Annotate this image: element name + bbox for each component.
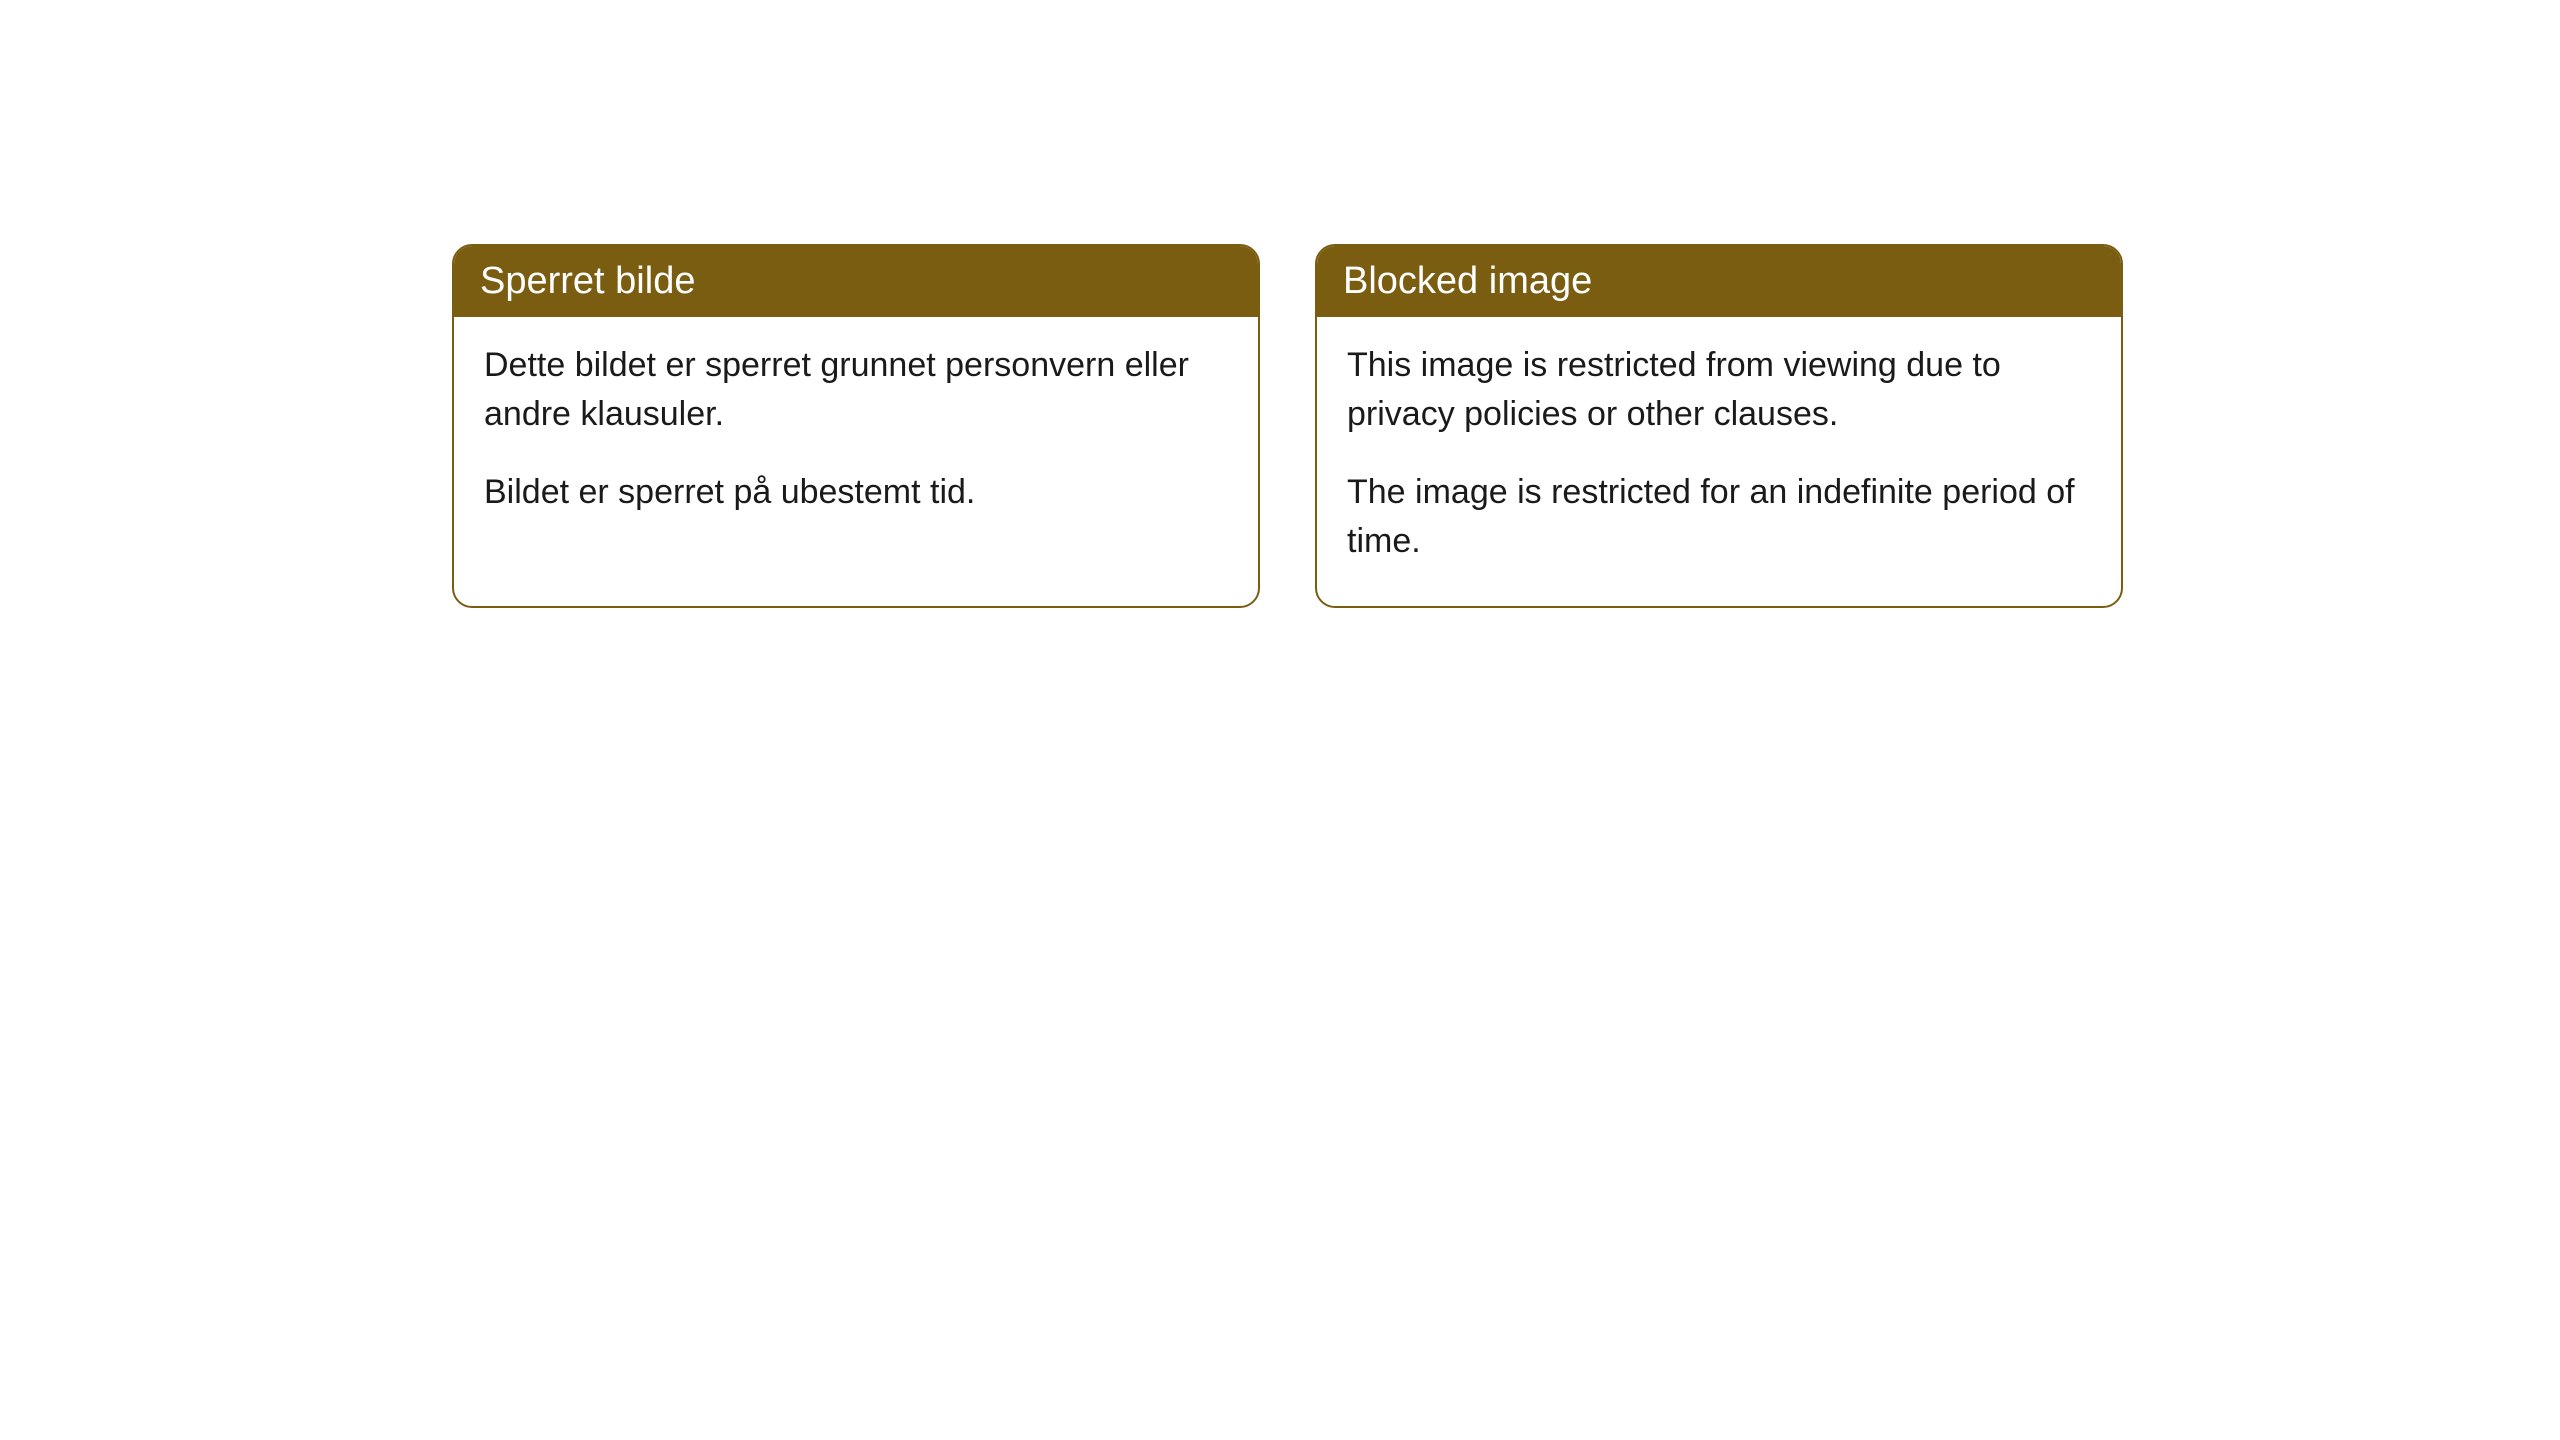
- card-title: Blocked image: [1343, 260, 1592, 302]
- blocked-image-card-en: Blocked image This image is restricted f…: [1315, 244, 2123, 608]
- card-paragraph: Bildet er sperret på ubestemt tid.: [484, 468, 1228, 517]
- card-body: Dette bildet er sperret grunnet personve…: [454, 317, 1258, 557]
- card-header: Blocked image: [1317, 246, 2121, 317]
- card-paragraph: The image is restricted for an indefinit…: [1347, 468, 2091, 567]
- card-container: Sperret bilde Dette bildet er sperret gr…: [452, 244, 2123, 608]
- card-paragraph: Dette bildet er sperret grunnet personve…: [484, 341, 1228, 440]
- card-title: Sperret bilde: [480, 260, 695, 302]
- blocked-image-card-no: Sperret bilde Dette bildet er sperret gr…: [452, 244, 1260, 608]
- card-paragraph: This image is restricted from viewing du…: [1347, 341, 2091, 440]
- card-header: Sperret bilde: [454, 246, 1258, 317]
- card-body: This image is restricted from viewing du…: [1317, 317, 2121, 606]
